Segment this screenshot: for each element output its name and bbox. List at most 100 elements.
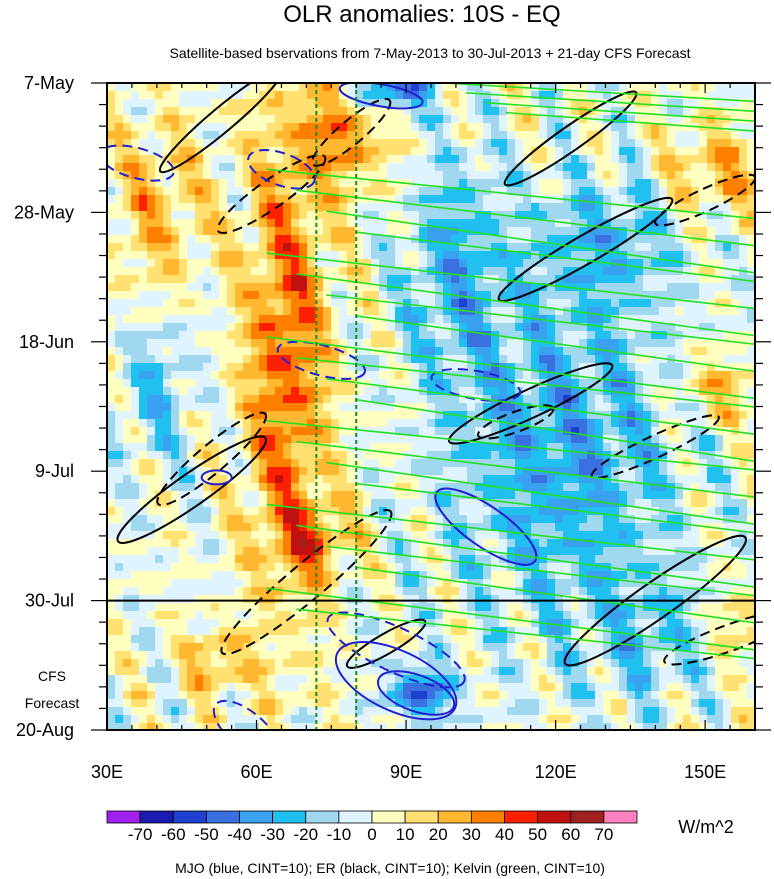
heat-cell [299,107,308,116]
heat-cell [219,83,228,92]
heat-cell [715,203,724,212]
heat-cell [347,163,356,172]
heat-cell [315,163,324,172]
heat-cell [163,283,172,292]
heat-cell [707,347,716,356]
heat-cell [123,371,132,380]
heat-cell [435,507,444,516]
heat-cell [267,275,276,284]
heat-cell [195,323,204,332]
heat-cell [715,227,724,236]
heat-cell [363,395,372,404]
heat-cell [307,403,316,412]
heat-cell [659,347,668,356]
heat-cell [331,507,340,516]
heat-cell [307,435,316,444]
heat-cell [371,283,380,292]
heat-cell [667,323,676,332]
heat-cell [395,195,404,204]
heat-cell [547,179,556,188]
heat-cell [115,187,124,196]
heat-cell [307,387,316,396]
heat-cell [139,163,148,172]
heat-cell [467,139,476,148]
heat-cell [347,499,356,508]
heat-cell [299,491,308,500]
heat-cell [283,355,292,364]
heat-cell [443,459,452,468]
heat-cell [307,555,316,564]
heat-cell [595,483,604,492]
heat-cell [731,523,740,532]
heat-cell [187,403,196,412]
heat-cell [379,451,388,460]
heat-cell [635,355,644,364]
heat-cell [699,91,708,100]
heat-cell [339,195,348,204]
heat-cell [667,523,676,532]
heat-cell [523,411,532,420]
heat-cell [483,483,492,492]
heat-cell [235,131,244,140]
heat-cell [379,155,388,164]
heat-cell [315,483,324,492]
heat-cell [539,179,548,188]
heat-cell [523,419,532,428]
heat-cell [371,219,380,228]
heat-cell [483,571,492,580]
heat-cell [499,299,508,308]
heat-cell [347,443,356,452]
heat-cell [291,403,300,412]
heat-cell [347,435,356,444]
heat-cell [707,499,716,508]
heat-cell [707,435,716,444]
heat-cell [667,291,676,300]
heat-cell [235,379,244,388]
heat-cell [459,355,468,364]
heat-cell [563,131,572,140]
heat-cell [635,539,644,548]
heat-cell [595,403,604,412]
heat-cell [179,323,188,332]
heat-cell [379,139,388,148]
heat-cell [163,267,172,276]
heat-cell [371,299,380,308]
heat-cell [339,107,348,116]
heat-cell [315,467,324,476]
heat-cell [195,251,204,260]
heat-cell [603,443,612,452]
heat-cell [483,339,492,348]
heat-cell [563,403,572,412]
heat-cell [411,435,420,444]
heat-cell [443,91,452,100]
heat-cell [195,203,204,212]
heat-cell [363,91,372,100]
heat-cell [595,467,604,476]
heat-cell [699,555,708,564]
heat-cell [603,283,612,292]
heat-cell [283,243,292,252]
heat-cell [275,259,284,268]
heat-cell [635,179,644,188]
heat-cell [563,563,572,572]
heat-cell [307,147,316,156]
heat-cell [411,555,420,564]
heat-cell [275,291,284,300]
heat-cell [195,235,204,244]
heat-cell [699,411,708,420]
heat-cell [219,523,228,532]
heat-cell [507,203,516,212]
heat-cell [179,555,188,564]
heat-cell [411,139,420,148]
heat-cell [179,123,188,132]
heat-cell [467,107,476,116]
heat-cell [491,131,500,140]
heat-cell [147,371,156,380]
heat-cell [307,139,316,148]
heat-cell [555,235,564,244]
heat-cell [515,307,524,316]
heat-cell [323,275,332,284]
heat-cell [387,379,396,388]
heat-cell [123,211,132,220]
heat-cell [195,299,204,308]
